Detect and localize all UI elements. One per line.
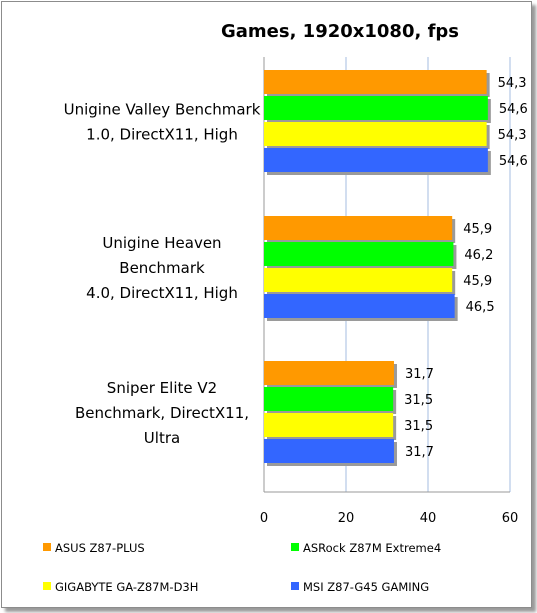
data-label: 46,2: [464, 248, 493, 263]
data-label: 31,5: [404, 419, 433, 434]
category-label: Sniper Elite V2: [107, 379, 217, 397]
bar: [264, 387, 394, 411]
bar: [264, 439, 394, 463]
bar: [264, 216, 453, 240]
bar: [264, 413, 394, 437]
data-label: 45,9: [463, 274, 492, 289]
legend-label: MSI Z87-G45 GAMING: [303, 580, 429, 594]
bar: [264, 148, 488, 172]
data-label: 46,5: [466, 300, 495, 315]
category-label: 1.0, DirectX11, High: [86, 126, 238, 144]
category-label: Unigine Valley Benchmark: [64, 101, 261, 119]
legend-swatch: [291, 582, 299, 590]
x-tick-label: 40: [420, 511, 437, 526]
bar: [264, 294, 455, 318]
chart-title: Games, 1920x1080, fps: [221, 21, 459, 42]
category-label: Unigine Heaven: [102, 234, 221, 252]
data-label: 54,6: [499, 154, 528, 169]
bar: [264, 242, 454, 266]
x-tick-label: 60: [502, 511, 519, 526]
bar: [264, 268, 453, 292]
category-label: 4.0, DirectX11, High: [86, 284, 238, 302]
category-label: Ultra: [144, 429, 180, 447]
data-label: 54,6: [499, 102, 528, 117]
data-label: 31,7: [405, 445, 434, 460]
data-label: 31,7: [405, 367, 434, 382]
legend-label: GIGABYTE GA-Z87M-D3H: [55, 580, 198, 594]
category-labels: Unigine Valley Benchmark 1.0, DirectX11, …: [64, 101, 261, 448]
bar: [264, 96, 488, 120]
x-tick-label: 20: [338, 511, 355, 526]
legend-label: ASRock Z87M Extreme4: [303, 541, 441, 555]
data-label: 54,3: [498, 76, 527, 91]
bar: [264, 361, 394, 385]
legend-label: ASUS Z87-PLUS: [55, 541, 145, 555]
category-label: Benchmark, DirectX11,: [75, 404, 249, 422]
data-label: 31,5: [404, 393, 433, 408]
x-tick-label: 0: [260, 511, 268, 526]
bars: [264, 70, 491, 466]
bar: [264, 70, 487, 94]
legend: ASUS Z87-PLUS ASRock Z87M Extreme4 GIGABYT…: [43, 541, 441, 594]
x-axis-ticks: 0 20 40 60: [260, 511, 518, 526]
data-label: 45,9: [463, 222, 492, 237]
legend-swatch: [43, 582, 51, 590]
legend-swatch: [43, 543, 51, 551]
bar: [264, 122, 487, 146]
category-label: Benchmark: [119, 259, 205, 277]
legend-swatch: [291, 543, 299, 551]
data-label: 54,3: [498, 128, 527, 143]
value-labels: 54,3 54,6 54,3 54,6 45,9 46,2 45,9 46,5 31,7 31,5…: [404, 76, 528, 460]
